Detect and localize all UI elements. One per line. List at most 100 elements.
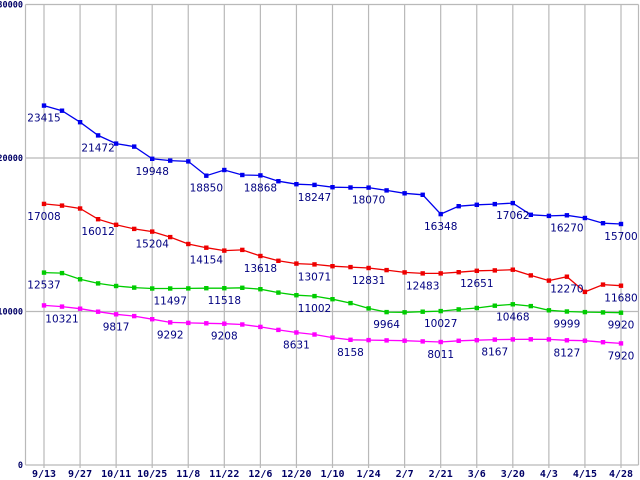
series-magenta-value-label: 10321 — [45, 314, 78, 326]
series-blue-value-label: 19948 — [135, 166, 168, 178]
series-green-marker — [582, 309, 588, 315]
series-green-value-label: 10027 — [424, 318, 457, 330]
series-red-marker — [546, 278, 552, 283]
series-red-marker — [312, 262, 317, 267]
series-magenta-marker — [113, 312, 119, 317]
series-green-marker — [258, 287, 263, 292]
x-axis-label-10/25: 10/25 — [137, 469, 167, 480]
series-red-marker — [59, 203, 65, 208]
series-magenta-marker — [402, 338, 407, 343]
series-magenta-marker — [510, 337, 515, 342]
series-magenta-marker — [258, 324, 263, 330]
series-green-marker — [402, 310, 407, 315]
series-blue-marker — [113, 141, 119, 146]
series-green-marker — [510, 302, 515, 307]
series-blue-marker — [492, 201, 497, 207]
series-green-marker — [420, 309, 425, 314]
series-green-marker — [41, 270, 47, 275]
x-axis-label-2/21: 2/21 — [429, 469, 453, 480]
x-axis-label-2/7: 2/7 — [396, 469, 414, 480]
series-blue-marker — [384, 188, 389, 193]
series-red-marker — [348, 264, 353, 270]
series-blue-value-label: 16348 — [424, 221, 457, 233]
series-magenta-value-label: 8167 — [481, 347, 508, 359]
series-blue-marker — [41, 103, 47, 108]
series-blue-value-label: 18850 — [190, 183, 223, 195]
series-red-marker — [204, 245, 209, 250]
series-red-marker — [186, 241, 191, 247]
series-red-marker — [240, 247, 245, 253]
series-blue-marker — [528, 212, 533, 217]
series-green-marker — [492, 303, 497, 308]
y-axis-label-10000: 10000 — [0, 308, 23, 318]
series-green-marker — [113, 283, 119, 289]
series-red-marker — [294, 261, 299, 266]
series-red-marker — [510, 267, 515, 272]
series-blue-marker — [95, 133, 101, 138]
series-blue-marker — [59, 108, 65, 113]
series-blue-marker — [294, 182, 299, 187]
series-blue-marker — [474, 202, 479, 207]
series-green-marker — [77, 277, 83, 282]
series-green-marker — [474, 305, 479, 311]
series-green-marker — [168, 286, 173, 291]
series-magenta-marker — [276, 327, 281, 333]
series-magenta-marker — [438, 339, 443, 345]
series-magenta-value-label: 9208 — [211, 331, 238, 343]
series-magenta-value-label: 8127 — [554, 347, 581, 359]
series-blue-marker — [240, 172, 245, 178]
x-axis-label-9/27: 9/27 — [68, 469, 92, 480]
series-blue: 23415 21472 19948 18850 18868 18247 18070 16348… — [27, 103, 638, 243]
series-red-value-label: 13071 — [298, 271, 331, 283]
series-magenta-marker — [59, 304, 65, 309]
series-blue-marker — [600, 221, 606, 226]
series-red-marker — [150, 229, 155, 234]
series-magenta-marker — [168, 320, 173, 325]
series-red-marker — [402, 270, 407, 275]
series-blue-value-label: 15700 — [604, 231, 637, 243]
x-axis-label-3/6: 3/6 — [468, 469, 486, 480]
series-green-marker — [600, 310, 606, 315]
series-magenta-marker — [150, 317, 155, 322]
series-red-marker — [438, 271, 443, 276]
series-green-marker — [95, 281, 101, 286]
series-green-marker — [150, 286, 155, 291]
series-red-marker — [492, 268, 497, 273]
series-blue-marker — [168, 158, 173, 163]
series-red-marker — [41, 201, 47, 207]
series-green-marker — [132, 285, 137, 290]
x-axis-label-1/10: 1/10 — [320, 469, 344, 480]
series-magenta-marker — [456, 338, 461, 343]
series-green-value-label: 10468 — [496, 311, 529, 323]
series-magenta-marker — [474, 338, 479, 343]
x-axis-label-12/20: 12/20 — [281, 469, 311, 480]
series-magenta-value-label: 9292 — [157, 329, 184, 341]
series-magenta-marker — [312, 332, 317, 337]
series-red-marker — [366, 265, 371, 271]
series-green-value-label: 9999 — [554, 319, 581, 331]
series-red-marker — [384, 267, 389, 273]
series-magenta-marker — [77, 306, 83, 311]
series-red-marker — [474, 268, 479, 273]
series-blue-value-label: 18070 — [352, 195, 385, 207]
series-red-marker — [113, 222, 119, 227]
series-blue-value-label: 18247 — [298, 192, 331, 204]
series-green-value-label: 11518 — [208, 295, 241, 307]
series-green-marker — [276, 290, 281, 295]
series-red-marker — [276, 258, 281, 263]
series-red-marker — [95, 217, 101, 222]
series-green-marker — [384, 309, 389, 315]
series-red: 17008 16012 15204 14154 13618 13071 12831 12483… — [27, 201, 638, 305]
series-blue-marker — [132, 144, 137, 149]
series-green-marker — [366, 306, 371, 311]
series-blue-value-label: 23415 — [27, 113, 60, 125]
series-red-marker — [132, 226, 137, 232]
series-green-marker — [438, 308, 443, 314]
x-axis-label-11/8: 11/8 — [176, 469, 200, 480]
series-magenta-marker — [564, 338, 570, 343]
series-red-marker — [222, 248, 227, 253]
series-blue-marker — [402, 191, 407, 196]
series-red-marker — [77, 206, 83, 211]
series-blue-marker — [564, 213, 570, 218]
